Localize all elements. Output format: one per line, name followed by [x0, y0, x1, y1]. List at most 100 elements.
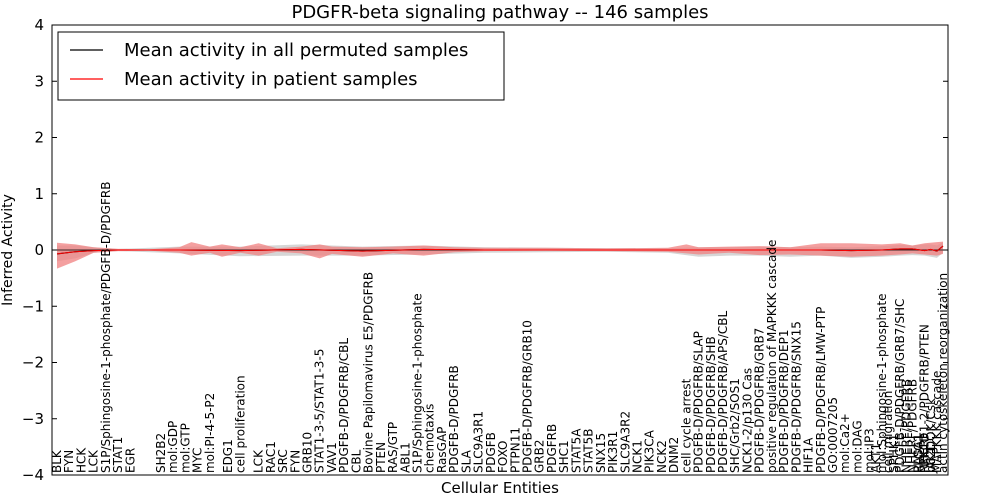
legend-label-permuted: Mean activity in all permuted samples	[124, 40, 468, 61]
series-line-1	[56, 245, 944, 255]
entity-label: PDGFRB	[545, 424, 559, 473]
legend-box	[57, 31, 505, 101]
entity-label: NHERF1-2/PDGFRB/PTEN	[918, 324, 932, 473]
entity-label: actin cytoskeleton reorganization	[936, 273, 950, 473]
entity-label: SHC1	[557, 440, 571, 473]
entity-label: FOXO	[496, 441, 510, 473]
entity-label: SH2B2	[154, 433, 168, 473]
entity-label: mol:PI-4-5-P2	[203, 393, 217, 473]
entity-label: PTEN	[374, 442, 388, 473]
entity-label: SLC9A3R2	[618, 411, 632, 473]
entity-label: VAV1	[325, 442, 339, 473]
entity-label: SRC	[276, 449, 290, 473]
y-tick-label: 2	[34, 129, 44, 147]
entity-label: GRB2	[533, 439, 547, 473]
entity-label: PDGFB-D/PDGFRB/GRB7/SHC	[893, 299, 907, 473]
entity-label: RASA1	[912, 433, 926, 473]
entity-label: NCK1-2/p130 Cas	[740, 368, 754, 473]
entity-label: FYN	[62, 450, 76, 473]
y-tick-label: 4	[34, 16, 44, 34]
entity-label: HCK	[74, 447, 88, 473]
entity-label: cell cycle arrest	[679, 378, 693, 473]
entity-label: AKT1	[869, 443, 883, 473]
entity-label: positive regulation of MAPKKK cascade	[765, 240, 779, 473]
y-axis-label: Inferred Activity	[0, 194, 16, 306]
entity-label: PDGFB-D/PDGFRB/SLAP	[692, 331, 706, 473]
entity-label: STAT1	[111, 437, 125, 473]
entity-label: RAC1	[264, 441, 278, 473]
entity-label: BLK	[50, 449, 64, 473]
y-tick-label: −2	[22, 354, 44, 372]
entity-label: LCK	[252, 449, 266, 473]
entity-label: PDGFB-D/PDGFRB/GRB10	[520, 320, 534, 473]
entity-label: DNM2	[667, 437, 681, 473]
y-tick-label: 3	[34, 72, 44, 90]
y-tick-label: 0	[34, 241, 44, 259]
entity-label: GRB10	[301, 432, 315, 473]
entity-label: PLCG1	[912, 434, 926, 473]
entity-label: SLA	[459, 449, 473, 473]
band-layer	[57, 241, 943, 269]
entity-label: Bovine Papilomavirus E5/PDGFRB	[362, 272, 376, 473]
entity-label-layer: BLKFYNHCKLCKS1P/Sphingosine-1-phosphate/…	[50, 182, 950, 474]
entity-label: mol:DAG	[850, 420, 864, 473]
entity-label: mol:GDP	[166, 421, 180, 473]
entity-label: NCK2	[655, 440, 669, 473]
entity-label: PDGFB-D/PDGFRB/GRB7	[753, 328, 767, 473]
entity-label: cell migration	[881, 391, 895, 473]
entity-label: NHERF/PDGFRB	[905, 379, 919, 473]
entity-label: S1P/Sphingosine-1-phosphate	[411, 293, 425, 473]
entity-label: ABL1	[398, 442, 412, 473]
entity-label: FYN	[288, 450, 302, 473]
entity-label: cell proliferation	[233, 375, 247, 473]
entity-label: RasGAP	[435, 427, 449, 473]
entity-label: PDGFB-D/PDGFRB/APS/CBL	[716, 310, 730, 473]
entity-label: SHC/Grb2/SOS1	[728, 378, 742, 473]
entity-label: PDGFB	[484, 432, 498, 473]
y-tick-label: −3	[22, 410, 44, 428]
entity-label: PRKCD	[918, 433, 932, 473]
band-0	[57, 242, 943, 262]
entity-label: PIK3CA	[643, 429, 657, 473]
entity-label: chemotaxis	[423, 404, 437, 473]
entity-label: S1P/Sphingosine-1-phosphate/PDGFB-D/PDGF…	[99, 182, 113, 473]
y-axis: −4 −3 −2 −1 0 1 2 3 4	[22, 16, 948, 484]
entity-label: mol:IP3	[863, 428, 877, 473]
entity-label: PDGFB-D/PDGFRB/LMW-PTP	[814, 307, 828, 473]
entity-label: SNX15	[594, 433, 608, 473]
chart-title: PDGFR-beta signaling pathway -- 146 samp…	[291, 2, 708, 23]
band-1	[57, 241, 943, 269]
entity-label: STAT5B	[582, 429, 596, 474]
y-tick-label: 1	[34, 185, 44, 203]
entity-label: PDGFB-D/PDGFRB	[447, 365, 461, 473]
entity-label: NCK1	[630, 440, 644, 473]
entity-label: JAK1	[924, 446, 938, 474]
entity-label: HIF1A	[802, 437, 816, 473]
legend-label-patient: Mean activity in patient samples	[124, 69, 418, 90]
entity-label: RAS/GTP	[386, 422, 400, 473]
entity-label: NHERF/PDGFRB	[899, 379, 913, 473]
entity-label: SLC9A3R1	[472, 411, 486, 473]
entity-label: LCK	[87, 449, 101, 473]
entity-label: mol:Ca2+	[838, 413, 852, 473]
x-axis-label: Cellular Entities	[441, 479, 559, 497]
entity-label: PDGFB-D/PDGFRB/SNX15	[789, 321, 803, 473]
entity-label: p62DOK/Csk	[924, 398, 938, 473]
entity-label: PTPN11	[508, 427, 522, 473]
entity-label: STAT1-3-5/STAT1-3-5	[313, 349, 327, 473]
legend: Mean activity in all permuted samples Me…	[57, 31, 505, 101]
entity-label: PIK3R1	[606, 431, 620, 473]
entity-label: mol:Sphingosine-1-phosphate	[875, 294, 889, 473]
entity-label: CBL	[349, 449, 363, 473]
entity-label: STAT5A	[569, 428, 583, 473]
entity-label: PDGFB-D/PDGFRB/DEP1	[777, 329, 791, 473]
entity-label: EGR	[123, 448, 137, 473]
entity-label: PDGFB-D/PDGFRB/SHB	[704, 336, 718, 473]
y-tick-label: −1	[22, 297, 44, 315]
y-tick-label: −4	[22, 466, 44, 484]
series-layer	[52, 245, 948, 255]
entity-label: PDGFB-D/PDGFRB/CBL	[337, 338, 351, 473]
entity-label: SPHK1	[887, 434, 901, 473]
entity-label: EDG1	[221, 439, 235, 473]
